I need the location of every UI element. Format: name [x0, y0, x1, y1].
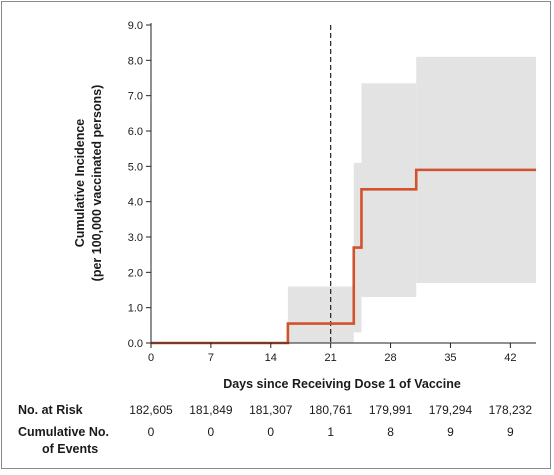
y-tick-label: 1.0: [128, 303, 143, 315]
y-tick-label: 5.0: [128, 161, 143, 173]
y-tick-label: 9.0: [128, 20, 143, 32]
chart: 0.0 1.0 2.0 3.0 4.0 5.0 6.0 7.0 8.0 9.0 0 7 14 21 28 3…: [18, 20, 536, 456]
y-axis-label-line2: (per 100,000 vaccinated persons): [90, 85, 104, 282]
at-risk-value: 181,307: [249, 403, 293, 417]
at-risk-row: 182,605 181,849 181,307 180,761 179,991 179,2…: [129, 403, 532, 417]
at-risk-value: 180,761: [309, 403, 353, 417]
x-tick-label: 14: [265, 352, 277, 364]
events-value: 0: [148, 425, 155, 439]
x-tick-label: 21: [325, 352, 337, 364]
events-row: 0 0 0 1 8 9 9: [148, 425, 514, 439]
y-tick-label: 2.0: [128, 267, 143, 279]
y-tick-label: 7.0: [128, 91, 143, 103]
confidence-band-segment: [287, 286, 354, 343]
events-value: 0: [267, 425, 274, 439]
events-value: 9: [447, 425, 454, 439]
events-label-line2: of Events: [42, 442, 98, 456]
y-axis-label-line1: Cumulative Incidence: [73, 119, 87, 248]
x-tick-label: 28: [384, 352, 396, 364]
at-risk-value: 179,991: [369, 403, 413, 417]
y-tick-label: 4.0: [128, 197, 143, 209]
at-risk-value: 181,849: [189, 403, 233, 417]
at-risk-value: 179,294: [429, 403, 473, 417]
x-tick-label: 42: [504, 352, 516, 364]
x-tick-label: 35: [444, 352, 456, 364]
x-ticks: 0 7 14 21 28 35 42: [148, 343, 516, 364]
y-tick-label: 6.0: [128, 126, 143, 138]
series-group: [151, 168, 536, 345]
events-value: 8: [387, 425, 394, 439]
x-tick-label: 0: [148, 352, 154, 364]
y-ticks: 0.0 1.0 2.0 3.0 4.0 5.0 6.0 7.0 8.0 9.0: [128, 20, 151, 350]
risk-table: No. at Risk Cumulative No. of Events 182…: [18, 403, 532, 456]
x-axis-label: Days since Receiving Dose 1 of Vaccine: [223, 377, 461, 391]
y-tick-label: 8.0: [128, 55, 143, 67]
at-risk-value: 178,232: [489, 403, 533, 417]
figure-frame: 0.0 1.0 2.0 3.0 4.0 5.0 6.0 7.0 8.0 9.0 0 7 14 21 28 3…: [1, 1, 551, 469]
events-value: 0: [208, 425, 215, 439]
y-tick-label: 0.0: [128, 338, 143, 350]
x-tick-label: 7: [208, 352, 214, 364]
at-risk-value: 182,605: [129, 403, 173, 417]
axes: [150, 23, 536, 344]
series-line: [151, 168, 536, 345]
events-value: 9: [507, 425, 514, 439]
y-tick-label: 3.0: [128, 232, 143, 244]
events-label-line1: Cumulative No.: [18, 425, 109, 439]
events-value: 1: [327, 425, 334, 439]
confidence-band: [287, 56, 536, 343]
at-risk-label: No. at Risk: [18, 403, 83, 417]
